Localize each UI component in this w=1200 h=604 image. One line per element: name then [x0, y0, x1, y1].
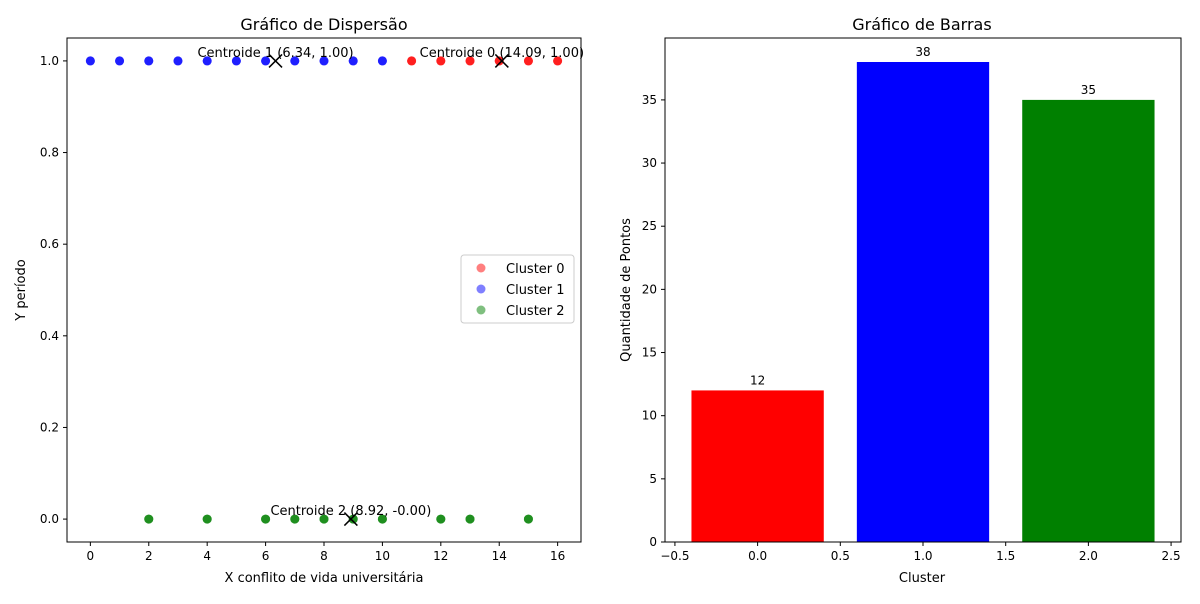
y-tick-label: 0.6: [40, 237, 59, 251]
scatter-point-cluster-2: [523, 514, 533, 524]
legend-marker-cluster-1: [476, 284, 486, 294]
scatter-points: [85, 56, 563, 524]
y-tick-label: 0.8: [40, 146, 59, 160]
scatter-point-cluster-1: [261, 56, 271, 66]
centroid-label-1: Centroide 1 (6.34, 1.00): [197, 46, 353, 61]
y-tick-label: 30: [642, 156, 657, 170]
x-tick-label: 0.5: [831, 549, 850, 563]
x-tick-label: 12: [433, 549, 448, 563]
scatter-point-cluster-1: [377, 56, 387, 66]
scatter-point-cluster-2: [436, 514, 446, 524]
legend-marker-cluster-2: [476, 305, 486, 315]
scatter-title: Gráfico de Dispersão: [240, 15, 407, 34]
scatter-chart: Gráfico de Dispersão 0 2 4 6 8 10 12 14 16 0.0 0.2…: [14, 15, 584, 586]
scatter-x-axis-label: X conflito de vida universitária: [225, 571, 424, 586]
x-tick-label: 2: [145, 549, 153, 563]
x-tick-label: 2.0: [1079, 549, 1098, 563]
scatter-point-cluster-2: [144, 514, 154, 524]
scatter-point-cluster-1: [85, 56, 95, 66]
y-tick-label: 0: [649, 535, 657, 549]
legend-marker-cluster-0: [476, 263, 486, 273]
y-tick-label: 0.2: [40, 420, 59, 434]
x-tick-label: 16: [550, 549, 565, 563]
x-tick-label: 1.5: [996, 549, 1015, 563]
scatter-point-cluster-1: [115, 56, 125, 66]
legend-label-cluster-2: Cluster 2: [506, 304, 565, 319]
bar-ticks: −0.5 0.0 0.5 1.0 1.5 2.0 2.5 0 5 10 15 20 25 30 35: [642, 93, 1181, 563]
y-tick-label: 1.0: [40, 54, 59, 68]
centroid-marker-1: [268, 53, 283, 68]
x-tick-label: 10: [375, 549, 390, 563]
scatter-point-cluster-0: [465, 56, 475, 66]
scatter-point-cluster-2: [290, 514, 300, 524]
scatter-point-cluster-2: [319, 514, 329, 524]
y-tick-label: 25: [642, 219, 657, 233]
scatter-point-cluster-0: [407, 56, 417, 66]
bar-value-label: 12: [750, 373, 765, 387]
scatter-point-cluster-1: [173, 56, 183, 66]
scatter-ticks: 0 2 4 6 8 10 12 14 16 0.0 0.2 0.4 0.6 0.8 1.0: [40, 54, 565, 563]
y-tick-label: 0.4: [40, 329, 59, 343]
scatter-legend: Cluster 0 Cluster 1 Cluster 2: [460, 254, 575, 324]
bar-series: 12 38 35: [691, 45, 1155, 542]
y-tick-label: 35: [642, 93, 657, 107]
scatter-axes-frame: [66, 37, 582, 543]
bar-axes-frame: [664, 37, 1182, 543]
bar-cluster-2: [1022, 99, 1155, 542]
y-tick-label: 0.0: [40, 512, 59, 526]
x-tick-label: 1.0: [913, 549, 932, 563]
legend-label-cluster-1: Cluster 1: [506, 283, 565, 298]
scatter-point-cluster-2: [202, 514, 212, 524]
scatter-point-cluster-1: [202, 56, 212, 66]
x-tick-label: 8: [320, 549, 328, 563]
scatter-point-cluster-0: [553, 56, 563, 66]
y-tick-label: 20: [642, 282, 657, 296]
centroid-marker-2: [343, 512, 358, 527]
scatter-point-cluster-2: [261, 514, 271, 524]
x-tick-label: 4: [203, 549, 211, 563]
y-tick-label: 15: [642, 346, 657, 360]
bar-cluster-1: [856, 62, 990, 542]
scatter-point-cluster-1: [144, 56, 154, 66]
bar-title: Gráfico de Barras: [852, 15, 991, 34]
scatter-centroids: Centroide 0 (14.09, 1.00) Centroide 1 (6.…: [197, 46, 584, 527]
scatter-point-cluster-0: [436, 56, 446, 66]
scatter-point-cluster-2: [348, 514, 358, 524]
legend-label-cluster-0: Cluster 0: [506, 262, 565, 277]
x-tick-label: −0.5: [660, 549, 689, 563]
x-tick-label: 2.5: [1162, 549, 1181, 563]
scatter-point-cluster-2: [377, 514, 387, 524]
centroid-marker-0: [494, 53, 509, 68]
scatter-point-cluster-0: [494, 56, 504, 66]
bar-y-axis-label: Quantidade de Pontos: [619, 218, 634, 362]
bar-chart: Gráfico de Barras 12 38 35 −0.5 0.0 0.5 1.0 1.…: [619, 15, 1182, 586]
x-tick-label: 14: [492, 549, 507, 563]
scatter-point-cluster-1: [231, 56, 241, 66]
bar-value-label: 35: [1081, 83, 1096, 97]
y-tick-label: 10: [642, 409, 657, 423]
centroid-label-0: Centroide 0 (14.09, 1.00): [420, 46, 584, 61]
centroid-label-2: Centroide 2 (8.92, -0.00): [270, 504, 431, 519]
legend-frame: [460, 254, 575, 324]
bar-value-label: 38: [915, 45, 930, 59]
scatter-point-cluster-1: [319, 56, 329, 66]
scatter-point-cluster-1: [290, 56, 300, 66]
bar-cluster-0: [691, 390, 824, 542]
scatter-point-cluster-2: [465, 514, 475, 524]
x-tick-label: 0.0: [748, 549, 767, 563]
bar-x-axis-label: Cluster: [899, 571, 946, 586]
scatter-point-cluster-1: [348, 56, 358, 66]
scatter-point-cluster-0: [523, 56, 533, 66]
x-tick-label: 0: [87, 549, 95, 563]
x-tick-label: 6: [262, 549, 270, 563]
scatter-y-axis-label: Y período: [14, 259, 29, 321]
y-tick-label: 5: [649, 472, 657, 486]
